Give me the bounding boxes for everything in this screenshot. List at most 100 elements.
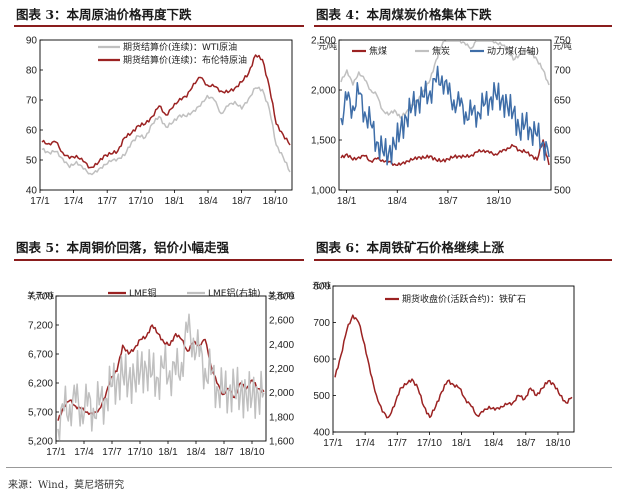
y-tick-label: 80 [26,66,38,77]
plot-frame [39,39,293,191]
chart-1: 40 50 60 70 80 90 17/1 17/4 17/7 17/10 18/1 18/4 18/… [26,36,293,207]
chart-title-p3: 图表 5：本周铜价回落，铝价小幅走强 [16,240,230,255]
y2-tick-label: 550 [554,156,571,167]
series-line [340,40,550,119]
y-tick-label: 70 [26,96,38,107]
y-tick-label: 6,200 [28,379,53,390]
x-tick-label: 18/1 [452,438,472,449]
series-line [41,54,291,169]
y-tick-label: 5,200 [28,437,53,448]
chart-3: 5,200 5,700 6,200 6,700 7,200 7,700 1,600 1,800… [27,287,294,458]
y-tick-label: 60 [26,126,38,137]
y2-tick-label: 2,600 [269,316,294,327]
source-rule [6,467,612,468]
y-tick-label: 50 [26,156,38,167]
y2-tick-label: 2,000 [269,388,294,399]
y-unit: 元/吨 [318,41,337,51]
title-rule-p3 [14,259,304,261]
x-tick-label: 18/4 [186,447,206,458]
x-tick-label: 17/10 [127,447,152,458]
y2-tick-label: 600 [554,126,571,137]
y2-tick-label: 500 [554,186,571,197]
chart-title-p1: 图表 3：本周原油价格再度下跌 [16,7,192,22]
title-rule-p1 [14,25,304,27]
x-tick-label: 17/10 [417,438,442,449]
x-tick-label: 17/1 [323,438,343,449]
chart-title-p4: 图表 6：本周铁矿石价格继续上涨 [316,240,505,255]
x-tick-label: 17/7 [102,447,122,458]
y-tick-label: 600 [313,355,330,366]
x-tick-label: 17/4 [64,196,84,207]
x-tick-label: 18/4 [484,438,504,449]
x-tick-label: 17/7 [388,438,408,449]
y2-tick-label: 1,800 [269,412,294,423]
x-tick-label: 18/4 [198,196,218,207]
legend-label: 期货结算价(连续)：布伦特原油 [123,54,247,66]
series-line [334,314,573,419]
series-line [340,139,550,167]
x-tick-label: 18/1 [165,196,185,207]
y2-tick-label: 2,800 [269,292,294,303]
y2-tick-label: 650 [554,96,571,107]
y-tick-label: 7,200 [28,321,53,332]
y-tick-label: 90 [26,36,38,47]
x-tick-label: 18/10 [263,196,288,207]
y-unit: 元/吨 [312,280,331,290]
legend-label: 期货结算价(连续)：WTI原油 [123,41,237,53]
y-tick-label: 5,700 [28,408,53,419]
y-tick-label: 7,700 [28,292,53,303]
y-tick-label: 1,500 [311,136,336,147]
x-tick-label: 17/4 [74,447,94,458]
x-tick-label: 18/10 [239,447,264,458]
y-tick-label: 800 [313,282,330,293]
x-tick-label: 18/10 [486,196,511,207]
x-tick-label: 17/4 [355,438,375,449]
y2-unit: 元/吨 [553,41,572,51]
x-tick-label: 18/1 [337,196,357,207]
y-tick-label: 2,500 [311,36,336,47]
x-tick-label: 18/7 [438,196,458,207]
y-unit: 美元/吨 [27,290,54,300]
legend-label: 焦炭 [432,45,450,57]
plot-frame [338,39,552,191]
y2-tick-label: 2,400 [269,340,294,351]
legend-label: 焦煤 [369,45,387,57]
x-tick-label: 18/7 [232,196,252,207]
y-tick-label: 700 [313,318,330,329]
y-tick-label: 500 [313,391,330,402]
title-rule-p4 [314,259,612,261]
y2-tick-label: 700 [554,66,571,77]
x-tick-label: 17/1 [46,447,66,458]
y-tick-label: 40 [26,186,38,197]
series-line [41,86,291,176]
legend-label: 动力煤(右轴) [487,45,539,57]
y-tick-label: 2,000 [311,86,336,97]
x-tick-label: 18/7 [516,438,536,449]
series-line [340,65,550,166]
x-tick-label: 18/7 [214,447,234,458]
x-tick-label: 17/7 [97,196,117,207]
legend-label: LME铜 [129,287,156,299]
y2-tick-label: 2,200 [269,364,294,375]
plot-frame [55,295,267,442]
title-rule-p2 [314,25,612,27]
x-tick-label: 17/10 [128,196,153,207]
chart-2: 1,0001,5002,0002,500500550600650700750元/… [311,36,572,208]
legend-label: 期货收盘价(活跃合约)：铁矿石 [402,293,526,305]
y2-tick-label: 1,600 [269,437,294,448]
plot-frame [332,285,575,433]
chart-title-p2: 图表 4：本周煤炭价格集体下跌 [316,7,492,22]
series-line [57,313,265,441]
x-tick-label: 17/1 [30,196,50,207]
x-tick-label: 18/1 [158,447,178,458]
source-note: 来源：Wind，莫尼塔研究 [8,480,125,491]
y-tick-label: 1,000 [311,186,336,197]
legend-label: LME铝(右轴) [208,287,261,299]
x-tick-label: 18/4 [388,196,408,207]
x-tick-label: 18/10 [545,438,570,449]
y2-tick-label: 750 [554,36,571,47]
y-tick-label: 400 [313,428,330,439]
y-tick-label: 6,700 [28,350,53,361]
